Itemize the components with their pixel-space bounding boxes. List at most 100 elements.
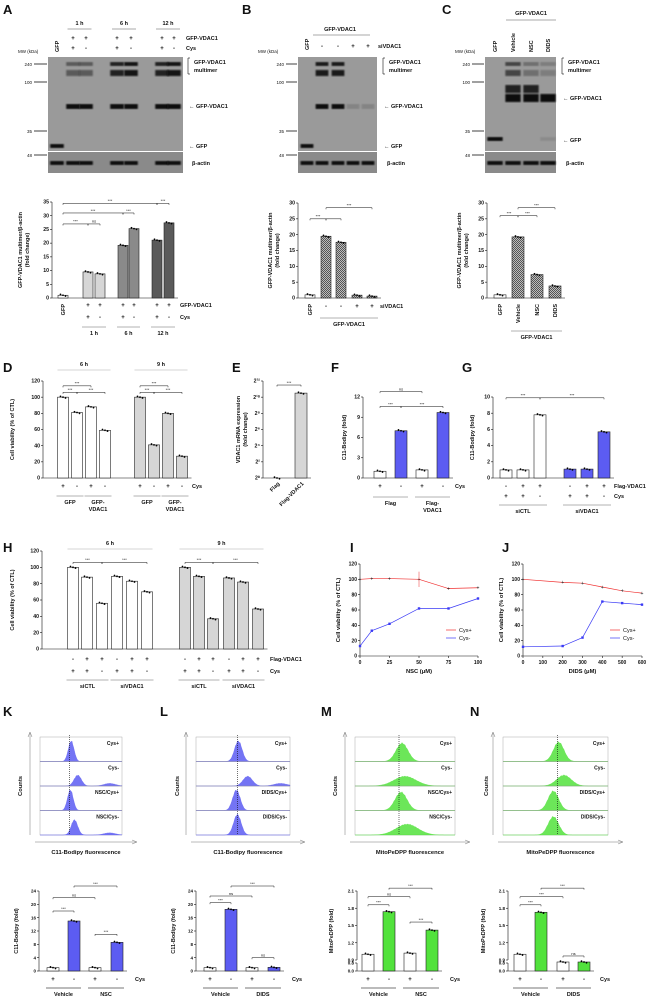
condition-sign: - <box>583 977 585 983</box>
condition-sign: - <box>340 304 342 310</box>
x-tick-label: 500 <box>618 660 627 666</box>
y-tick-label: 9 <box>357 415 360 421</box>
header-label: GFP-VDAC1 <box>324 27 356 33</box>
mw-marker: 35 <box>279 129 285 134</box>
significance-label: *** <box>152 381 157 386</box>
y-tick-label: 40 <box>33 614 39 620</box>
data-point <box>259 608 262 611</box>
bar <box>294 392 308 479</box>
y-tick-label: 2⁶ <box>255 427 261 433</box>
data-point <box>390 911 393 914</box>
y-tick-label: 30 <box>478 201 484 207</box>
series-line-Cys+ <box>359 578 479 589</box>
y-tick-label: 20 <box>43 241 49 247</box>
condition-sign: - <box>603 494 605 500</box>
data-point <box>379 470 381 473</box>
data-point <box>72 566 74 569</box>
y-axis-label: (fold change) <box>243 412 249 447</box>
data-point <box>186 567 189 570</box>
data-point <box>183 456 186 458</box>
data-point <box>476 597 480 600</box>
bar-chart-D: 0 20 40 60 80 100 120 Cell viability (% of CTL)… <box>10 362 202 513</box>
group-label: GFP-VDAC1 <box>333 322 365 328</box>
y-tick-label: 1.5 <box>348 923 355 928</box>
data-point <box>133 227 135 230</box>
bar-chart-G: 0 2 4 6 8 10 C11-Bodipy (fold) *** *** - + + - + + Flag… <box>470 393 646 515</box>
data-point <box>431 929 433 931</box>
data-point <box>554 285 556 287</box>
data-point <box>164 411 167 414</box>
mw-marker: 100 <box>462 80 470 85</box>
y-tick-label: 40 <box>514 623 520 629</box>
y-tick-label: 1.5 <box>499 923 506 928</box>
data-point <box>588 468 591 471</box>
y-tick-label: 0 <box>481 296 484 302</box>
y-tick-label: 0 <box>37 476 40 482</box>
actin-band <box>346 161 360 165</box>
condition-sign: - <box>257 669 259 675</box>
group-label: VDAC1 <box>423 508 442 514</box>
condition-sign: + <box>208 977 212 983</box>
condition-sign: + <box>166 484 170 490</box>
bar <box>71 412 83 479</box>
sample-label: DIDS/Cys- <box>263 815 288 821</box>
y-tick-label: 2.1 <box>348 889 355 894</box>
y-axis-label: Cell viability (% of CTL) <box>499 578 505 642</box>
condition-sign: + <box>138 484 142 490</box>
data-point <box>230 577 233 580</box>
gfp-band <box>487 137 503 141</box>
gfp-vdac1-upper-band <box>523 85 539 93</box>
bar <box>516 469 530 479</box>
data-point <box>178 454 181 457</box>
bar <box>128 228 140 299</box>
condition-sign: + <box>183 669 187 675</box>
mw-marker: 48 <box>27 153 33 158</box>
gfp-vdac1-band <box>110 104 124 109</box>
data-point <box>519 953 521 956</box>
condition-sign: - <box>101 669 103 675</box>
data-point <box>540 911 542 914</box>
band-label-gfp-vdac1: ← GFP-VDAC1 <box>384 104 423 110</box>
y-tick-label: 0 <box>36 647 39 653</box>
data-point <box>556 285 559 288</box>
bar <box>237 581 249 650</box>
y-tick-label: 4 <box>487 443 490 449</box>
band-label-multimer: multimer <box>194 68 218 74</box>
x-tick-label: 100 <box>474 660 483 666</box>
data-point <box>507 469 510 472</box>
mw-title: MW (kDa) <box>455 49 476 54</box>
y-tick-label: 100 <box>30 565 39 571</box>
data-point <box>103 603 106 605</box>
y-tick-label: 1.8 <box>499 906 506 911</box>
actin-band <box>523 161 539 165</box>
data-point <box>141 397 144 399</box>
bar <box>252 608 264 650</box>
data-point <box>54 967 57 970</box>
panel-letter-M: M <box>321 704 332 719</box>
actin-band <box>110 161 124 165</box>
bar <box>320 235 332 299</box>
data-point <box>571 468 574 471</box>
data-point <box>376 469 379 472</box>
data-point <box>581 636 584 639</box>
bar <box>563 468 577 479</box>
y-tick-label: 80 <box>351 592 357 598</box>
data-point <box>276 477 278 479</box>
band-label-actin: β-actin <box>566 161 585 167</box>
data-point <box>64 397 67 399</box>
y-tick-label: 12 <box>31 929 37 934</box>
lane-sign: + <box>351 44 355 50</box>
significance-label: *** <box>419 917 424 922</box>
actin-band <box>331 161 345 165</box>
data-point <box>200 576 203 579</box>
data-point <box>533 272 536 275</box>
condition-sign: + <box>227 669 231 675</box>
arrow-head-icon <box>299 839 306 845</box>
panel-letter-F: F <box>331 360 339 375</box>
mw-marker: 35 <box>465 129 471 134</box>
data-point <box>325 235 327 238</box>
data-point <box>124 245 127 248</box>
bar <box>111 576 123 650</box>
x-tick-label: 0 <box>359 660 362 666</box>
data-point <box>113 940 116 943</box>
